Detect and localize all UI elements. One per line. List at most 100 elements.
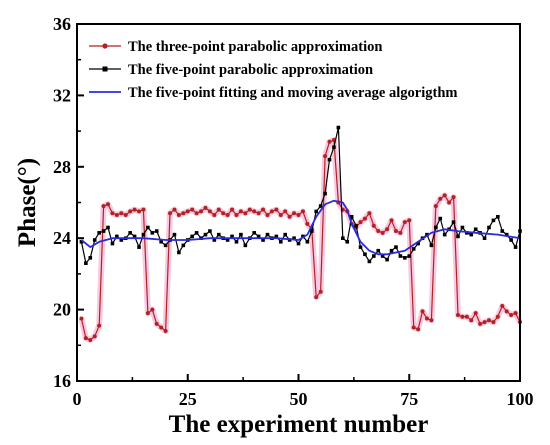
legend-item-2: The five-point parabolic approximation [89,62,373,78]
data-point [110,241,115,246]
data-point [376,248,381,253]
data-point [199,209,204,214]
data-point [469,318,474,323]
data-point [367,259,372,264]
data-point [491,218,496,223]
data-point [460,225,465,230]
data-point [101,229,106,233]
data-point [451,220,456,224]
data-point [172,207,177,212]
data-point [434,225,438,230]
data-point [362,216,367,221]
data-point [261,238,265,242]
data-point [314,209,319,214]
data-point [115,234,119,239]
data-point [332,145,336,149]
data-point [447,200,452,205]
series-line [80,139,521,341]
series-3 [80,199,521,256]
data-point [314,295,319,300]
data-point [486,318,491,323]
data-point [318,204,323,208]
data-point [230,234,234,239]
data-point [83,336,88,341]
data-point [456,234,460,239]
data-point [296,212,301,217]
data-point [177,250,181,255]
data-point [256,234,261,239]
ticks-layer: 0 25 50 75 100 16 20 24 28 32 36 [53,14,534,409]
data-point [128,231,132,235]
data-point [274,207,279,212]
data-point [92,238,97,242]
data-point [283,232,288,237]
data-point [119,211,124,216]
data-point [504,309,509,314]
data-point [154,229,159,233]
data-point [367,211,372,216]
data-point [513,311,518,316]
x-tick-label: 50 [290,389,308,409]
y-tick-label: 16 [53,371,71,391]
data-point [84,261,88,265]
data-point [278,212,283,217]
data-point [403,256,407,260]
data-point [190,234,194,239]
data-point [500,229,505,233]
data-point [442,193,447,198]
data-point [128,209,133,214]
data-point [79,239,84,244]
data-point [123,212,128,217]
data-point [265,212,270,217]
data-point [194,211,199,216]
data-point [261,207,266,212]
data-point [442,232,447,237]
data-point [292,236,296,240]
series-line [80,126,521,264]
data-point [358,245,363,249]
data-point [371,223,376,228]
legend-label: The three-point parabolic approximation [128,39,382,55]
data-point [372,254,376,258]
data-point [208,229,212,233]
data-point [473,227,478,232]
data-point [256,211,261,216]
data-point [92,334,97,339]
legend-item-1: The three-point parabolic approximation [89,39,382,55]
data-point [141,232,146,237]
legend: The three-point parabolic approximation T… [89,39,457,101]
data-point [469,232,474,237]
data-point [398,230,403,235]
data-point [150,307,155,312]
data-point [216,232,221,237]
series-layer [79,125,522,342]
data-point [239,232,243,237]
data-point [221,211,226,216]
data-point [402,220,407,225]
data-point [345,239,350,244]
data-point [420,309,425,314]
data-point [500,304,505,309]
data-point [194,231,199,235]
data-point [323,154,328,159]
series-1 [79,138,522,342]
data-point [203,205,208,210]
data-point [132,207,137,212]
data-point [203,232,208,237]
y-tick-label: 36 [53,14,71,34]
data-point [363,252,367,257]
data-point [274,234,279,239]
data-point [407,218,412,223]
data-point [424,316,429,321]
data-point [358,220,363,225]
data-point [376,229,381,234]
data-point [411,325,416,330]
data-point [385,257,389,262]
data-point [416,241,420,246]
y-tick-label: 24 [53,228,71,248]
data-point [269,209,274,214]
data-point [438,216,443,221]
data-point [398,254,403,258]
data-point [185,209,190,214]
